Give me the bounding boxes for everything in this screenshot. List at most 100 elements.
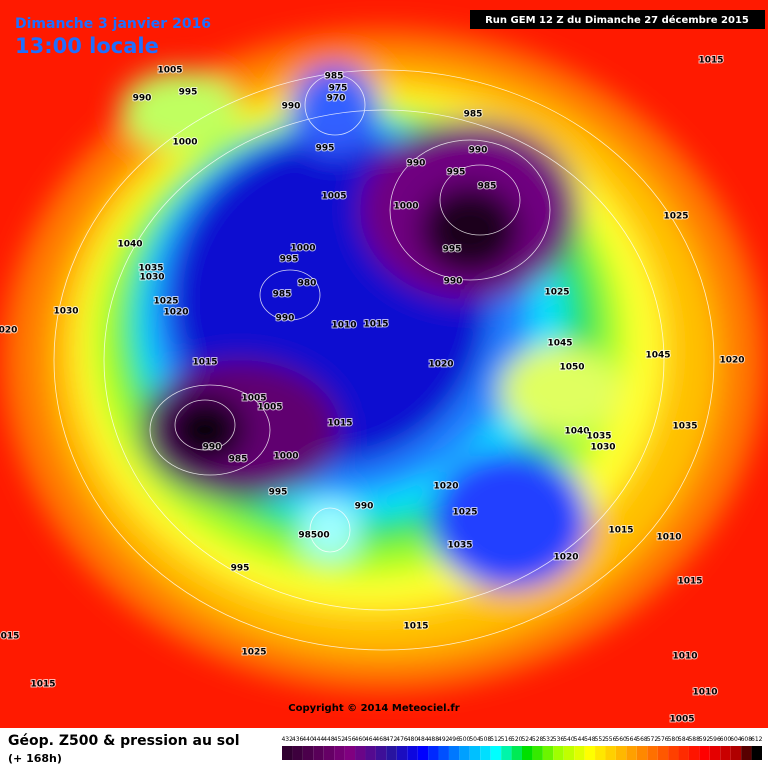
isobar-label: 995 xyxy=(443,245,462,255)
color-scale: 4324364404444484524564604644684724764804… xyxy=(281,736,763,760)
scale-label: 520 xyxy=(511,736,523,743)
scale-label: 560 xyxy=(615,736,627,743)
scale-swatch xyxy=(668,746,679,760)
legend-subtitle: (+ 168h) xyxy=(8,752,62,765)
isobar-label: 990 xyxy=(469,146,488,156)
isobar-label: 1025 xyxy=(452,508,477,518)
isobar-label: 1005 xyxy=(157,66,182,76)
isobar-label: 1030 xyxy=(53,307,78,317)
scale-label: 460 xyxy=(355,736,367,743)
scale-swatch xyxy=(511,746,522,760)
scale-label: 500 xyxy=(459,736,471,743)
isobar-label: 1005 xyxy=(257,403,282,413)
isobar-label: 1000 xyxy=(172,138,197,148)
isobar-label: 1020 xyxy=(163,308,188,318)
isobar-label: 985 xyxy=(464,110,483,120)
scale-label: 492 xyxy=(438,736,450,743)
scale-swatch xyxy=(636,746,648,760)
scale-label: 448 xyxy=(323,736,335,743)
isobar-label: 990 xyxy=(407,159,426,169)
scale-label: 496 xyxy=(448,736,460,743)
isobar-label: 1015 xyxy=(677,577,702,587)
scale-swatch xyxy=(542,746,554,760)
isobar-label: 1005 xyxy=(241,394,266,404)
isobar-label: 1010 xyxy=(672,652,697,662)
scale-swatch xyxy=(438,746,449,760)
isobar-label: 1010 xyxy=(692,688,717,698)
scale-label: 516 xyxy=(501,736,513,743)
scale-label: 564 xyxy=(626,736,638,743)
scale-label: 536 xyxy=(553,736,565,743)
scale-label: 488 xyxy=(428,736,440,743)
scale-label: 532 xyxy=(542,736,554,743)
isobar-label: 1015 xyxy=(30,680,55,690)
isobar-label: 995 xyxy=(316,144,335,154)
scale-swatch xyxy=(313,746,324,760)
isobar-label: 1025 xyxy=(663,212,688,222)
isobar-label: 990 xyxy=(203,443,222,453)
scale-swatch xyxy=(720,746,731,760)
scale-label: 524 xyxy=(521,736,533,743)
isobar-label: 1020 xyxy=(433,482,458,492)
scale-label: 592 xyxy=(699,736,711,743)
scale-swatch xyxy=(657,746,669,760)
isobar-label: 1000 xyxy=(273,452,298,462)
scale-label: 548 xyxy=(584,736,596,743)
scale-label: 580 xyxy=(668,736,680,743)
scale-label: 584 xyxy=(678,736,690,743)
scale-label: 588 xyxy=(688,736,700,743)
scale-label: 600 xyxy=(720,736,732,743)
scale-label: 432 xyxy=(281,736,293,743)
isobar-label: 1040 xyxy=(564,427,589,437)
isobar-label: 980 xyxy=(298,279,317,289)
scale-label: 456 xyxy=(344,736,356,743)
isobar-label: 1005 xyxy=(669,715,694,725)
scale-label: 452 xyxy=(334,736,346,743)
scale-swatch xyxy=(480,746,491,760)
scale-label: 612 xyxy=(751,736,763,743)
date: Dimanche 3 janvier 2016 xyxy=(15,16,211,32)
isobar-label: 1025 xyxy=(153,297,178,307)
isobar-label: 975 xyxy=(329,84,348,94)
scale-swatch xyxy=(323,746,335,760)
scale-label: 464 xyxy=(365,736,377,743)
isobar-label: 1015 xyxy=(608,526,633,536)
scale-label: 604 xyxy=(730,736,742,743)
isobar-label: 990 xyxy=(276,314,295,324)
isobar-label: 990 xyxy=(133,94,152,104)
scale-swatch xyxy=(626,746,637,760)
legend-title: Géop. Z500 & pression au sol xyxy=(8,733,240,749)
isobar-label: 1020 xyxy=(719,356,744,366)
isobar-label: 985 xyxy=(478,182,497,192)
isobar-label: 1015 xyxy=(192,358,217,368)
isobar-label: 1045 xyxy=(645,351,670,361)
isobar-label: 015 xyxy=(1,632,20,642)
isobar-label: 1020 xyxy=(553,553,578,563)
isobar-label: 1020 xyxy=(428,360,453,370)
isobar-label: 1035 xyxy=(447,541,472,551)
isobar-label: 1030 xyxy=(590,443,615,453)
scale-swatch xyxy=(730,746,742,760)
scale-label: 528 xyxy=(532,736,544,743)
scale-swatch xyxy=(407,746,418,760)
scale-label: 540 xyxy=(563,736,575,743)
scale-label: 596 xyxy=(709,736,721,743)
scale-label: 480 xyxy=(407,736,419,743)
scale-label: 444 xyxy=(313,736,325,743)
scale-swatch xyxy=(344,746,356,760)
scale-swatch xyxy=(647,746,658,760)
isobar-label: 1000 xyxy=(393,202,418,212)
scale-label: 504 xyxy=(469,736,481,743)
scale-label: 544 xyxy=(574,736,586,743)
scale-swatch xyxy=(386,746,397,760)
scale-label: 508 xyxy=(480,736,492,743)
isobar-label: 995 xyxy=(280,255,299,265)
scale-label: 484 xyxy=(417,736,429,743)
map-field xyxy=(0,0,768,728)
run: Run GEM 12 Z du Dimanche 27 décembre 201… xyxy=(485,14,749,26)
isobar-label: 1010 xyxy=(331,321,356,331)
isobar-label: 1025 xyxy=(544,288,569,298)
isobar-label: 1015 xyxy=(403,622,428,632)
isobar-label: 1035 xyxy=(586,432,611,442)
